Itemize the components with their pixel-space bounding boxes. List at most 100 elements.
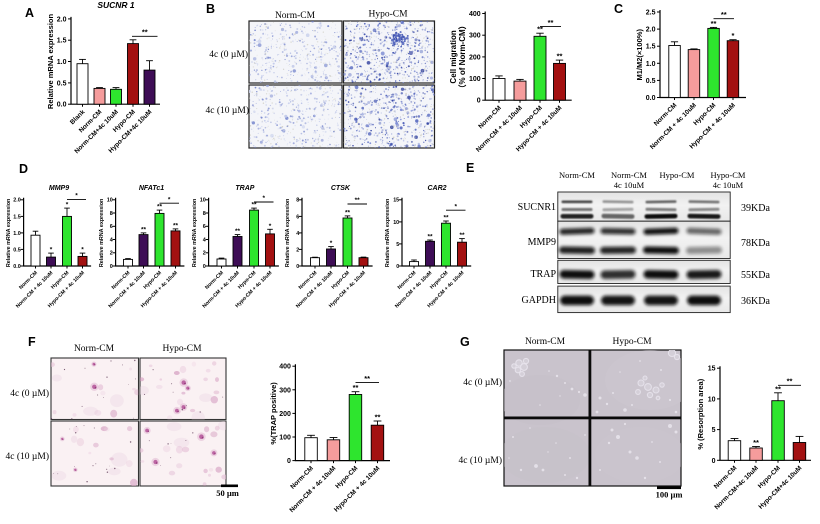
svg-text:SUCNR1: SUCNR1 (518, 202, 556, 213)
svg-text:6: 6 (296, 214, 299, 220)
svg-text:4: 4 (203, 238, 206, 244)
svg-text:4c (0 µM): 4c (0 µM) (463, 377, 502, 388)
svg-text:Hypo-CM: Hypo-CM (612, 337, 652, 347)
svg-text:**: ** (353, 383, 359, 392)
svg-text:2: 2 (110, 251, 113, 257)
svg-text:D: D (19, 162, 28, 176)
svg-text:**: ** (251, 202, 257, 209)
svg-text:300: 300 (279, 387, 291, 394)
svg-text:G: G (460, 335, 470, 349)
svg-text:4c (10 µM): 4c (10 µM) (459, 455, 502, 466)
svg-text:300: 300 (469, 33, 481, 40)
svg-text:GAPDH: GAPDH (522, 295, 556, 306)
svg-text:Relative mRNA expression: Relative mRNA expression (192, 199, 198, 267)
svg-text:**: ** (141, 226, 147, 233)
svg-text:**: ** (355, 197, 361, 204)
svg-text:**: ** (459, 232, 465, 239)
svg-text:0: 0 (296, 264, 299, 270)
svg-text:Hypo-CM: Hypo-CM (162, 344, 202, 354)
svg-text:（% of Norm-CM）: （% of Norm-CM） (457, 21, 467, 92)
svg-text:2.0: 2.0 (13, 198, 21, 204)
svg-text:E: E (466, 161, 474, 175)
svg-text:*: * (50, 247, 53, 254)
svg-text:Norm-CM: Norm-CM (559, 170, 595, 180)
svg-text:0: 0 (477, 98, 481, 105)
svg-text:50 µm: 50 µm (216, 488, 239, 498)
svg-text:Hypo-CM: Hypo-CM (660, 170, 695, 180)
svg-text:0.0: 0.0 (57, 102, 67, 109)
svg-text:**: ** (235, 228, 241, 235)
svg-text:1.5: 1.5 (57, 38, 67, 45)
svg-text:4c (10 µM): 4c (10 µM) (206, 105, 249, 116)
svg-text:400: 400 (279, 364, 291, 371)
svg-text:**: ** (753, 438, 759, 447)
svg-text:*: * (168, 196, 171, 203)
svg-text:2: 2 (203, 251, 206, 257)
svg-text:0: 0 (110, 264, 113, 270)
svg-text:**: ** (711, 19, 717, 28)
svg-text:4c 10uM: 4c 10uM (614, 180, 645, 190)
svg-text:0.5: 0.5 (646, 78, 656, 85)
svg-text:15: 15 (393, 198, 399, 204)
svg-text:**: ** (548, 18, 554, 27)
svg-text:0.0: 0.0 (646, 95, 656, 102)
svg-text:B: B (206, 2, 215, 16)
svg-text:1.5: 1.5 (13, 214, 21, 220)
svg-text:**: ** (345, 209, 351, 216)
svg-text:Norm-CM: Norm-CM (275, 11, 316, 21)
svg-text:Relative mRNA expression: Relative mRNA expression (46, 14, 55, 110)
svg-text:5: 5 (712, 427, 716, 434)
svg-text:10: 10 (107, 198, 113, 204)
svg-text:Hypo-CM: Hypo-CM (711, 170, 746, 180)
svg-text:MMP9: MMP9 (528, 237, 556, 248)
svg-text:4c (10 µM): 4c (10 µM) (6, 451, 49, 462)
svg-text:*: * (269, 223, 272, 230)
svg-text:6: 6 (203, 224, 206, 230)
svg-text:*: * (66, 202, 69, 209)
svg-text:%(TRAP positive): %(TRAP positive) (269, 382, 278, 445)
svg-text:15: 15 (708, 366, 716, 373)
svg-text:*: * (330, 240, 333, 247)
svg-text:0.0: 0.0 (13, 264, 21, 270)
svg-text:55KDa: 55KDa (741, 270, 770, 281)
svg-text:400: 400 (469, 11, 481, 18)
svg-text:0: 0 (712, 458, 716, 465)
svg-text:**: ** (721, 10, 727, 19)
svg-text:1.0: 1.0 (13, 231, 21, 237)
svg-text:100: 100 (469, 76, 481, 83)
svg-text:**: ** (364, 374, 370, 383)
svg-text:8: 8 (203, 211, 206, 217)
svg-text:C: C (614, 2, 623, 16)
svg-text:2.0: 2.0 (57, 16, 67, 23)
svg-text:Norm-CM: Norm-CM (74, 344, 115, 354)
svg-text:Cell migration: Cell migration (449, 30, 458, 83)
svg-text:SUCNR 1: SUCNR 1 (97, 0, 135, 10)
svg-text:Relative mRNA expression: Relative mRNA expression (285, 199, 291, 267)
svg-text:Norm-CM: Norm-CM (525, 337, 566, 347)
svg-text:200: 200 (279, 411, 291, 418)
svg-text:Relative mRNA expression: Relative mRNA expression (6, 199, 12, 267)
svg-text:**: ** (787, 377, 793, 386)
svg-text:8: 8 (296, 198, 299, 204)
svg-text:8: 8 (110, 211, 113, 217)
svg-text:5: 5 (396, 242, 399, 248)
svg-text:**: ** (375, 413, 381, 422)
svg-text:**: ** (157, 204, 163, 211)
svg-text:F: F (28, 335, 36, 349)
svg-text:Relative mRNA expression: Relative mRNA expression (385, 199, 391, 267)
svg-text:*: * (75, 193, 78, 200)
svg-text:% (Resorption area): % (Resorption area) (696, 378, 705, 449)
svg-text:0: 0 (287, 458, 291, 465)
svg-text:**: ** (142, 28, 148, 37)
svg-text:78KDa: 78KDa (741, 238, 770, 249)
svg-text:**: ** (537, 25, 543, 34)
svg-text:M1/M2(×100%): M1/M2(×100%) (635, 29, 644, 81)
svg-text:4: 4 (296, 231, 299, 237)
svg-text:**: ** (427, 234, 433, 241)
svg-text:4c (0 µM): 4c (0 µM) (209, 49, 248, 60)
svg-text:**: ** (173, 222, 179, 229)
svg-text:A: A (25, 6, 34, 20)
svg-text:CTSK: CTSK (331, 185, 351, 192)
svg-text:*: * (263, 195, 266, 202)
svg-text:MMP9: MMP9 (49, 185, 69, 192)
